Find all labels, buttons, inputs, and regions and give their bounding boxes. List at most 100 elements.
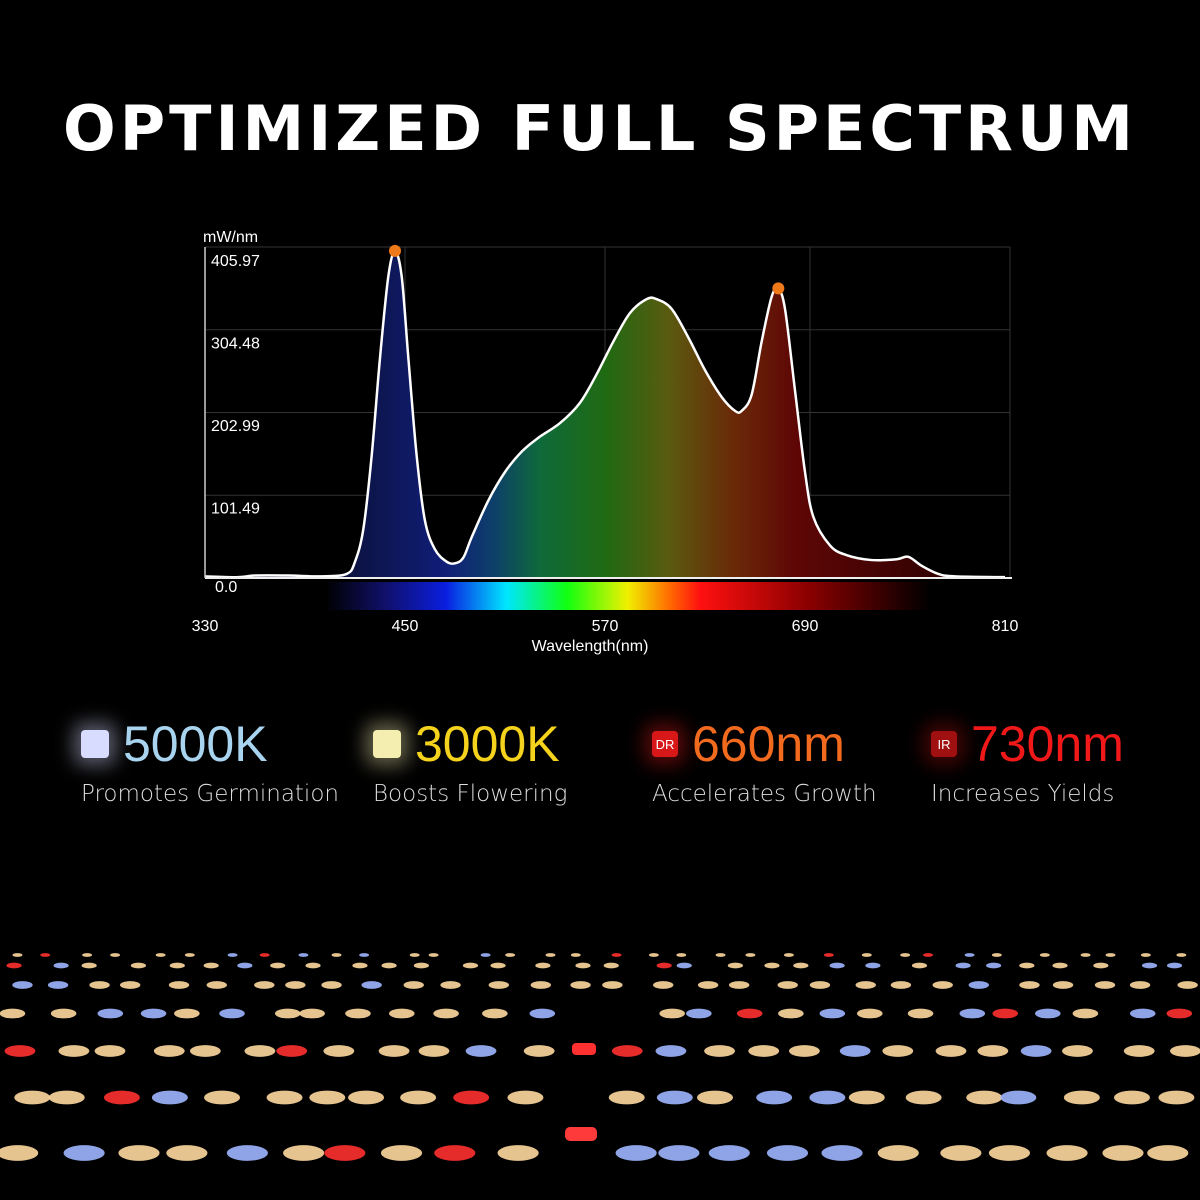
led-light [1046,1145,1088,1161]
led-light [219,1008,245,1019]
led-light [345,1008,371,1019]
grow-light-leds-background [0,953,1200,1161]
led-light [118,1145,160,1161]
led-light [745,953,756,957]
led-light [529,1008,556,1019]
led-light [0,1145,39,1161]
led-light [140,1008,167,1019]
led-light [955,962,971,969]
led-light [359,953,370,957]
led-light [535,962,551,969]
led-light [119,981,141,989]
led-light [276,1045,308,1057]
led-light [968,981,990,989]
led-light [465,1045,497,1057]
led-light [47,981,69,989]
led-light [1129,981,1151,989]
led-light [168,981,190,989]
feature-label: Accelerates Growth [652,781,877,807]
led-light [777,981,798,989]
led-light [305,962,321,969]
led-light [94,1045,126,1057]
led-light [1105,953,1116,957]
feature-value: 5000K [123,716,268,772]
spectrum-color-bar [325,582,930,610]
feature-label: Increases Yields [931,781,1115,807]
led-light [676,962,692,969]
feature-730nm: IR 730nm Increases Yields [931,715,1200,807]
x-tick-label: 810 [992,618,1019,635]
led-light [309,1090,346,1105]
led-light [4,1045,36,1057]
led-light [648,953,659,957]
led-light [226,1145,268,1161]
led-light [935,1045,967,1057]
led-light [923,953,934,957]
led-chip-icon: DR [652,731,678,757]
led-light [966,1090,1003,1105]
led-light [1166,1008,1193,1019]
led-light [1052,962,1068,969]
feature-label: Promotes Germination [81,781,339,807]
y-tick-label: 405.97 [211,253,260,270]
led-light [611,1045,643,1057]
y-tick-label: 0.0 [215,579,237,596]
led-light [381,962,397,969]
led-light [380,1145,423,1161]
feature-value: 730nm [971,716,1124,772]
led-light [97,1008,124,1019]
led-light [155,953,166,957]
led-light [829,962,845,969]
led-chip-icon [81,730,109,758]
led-light [1158,1090,1195,1105]
led-light [204,1090,241,1105]
led-light [299,1008,325,1019]
led-light [964,953,975,957]
x-tick-label: 570 [592,618,619,635]
led-light [736,1008,763,1019]
y-tick-label: 304.48 [211,336,260,353]
led-light [348,1090,385,1105]
y-axis-label: mW/nm [203,229,258,246]
led-light [1140,953,1151,957]
peak-marker [772,282,785,295]
led-light [861,953,872,957]
led-light [440,981,461,989]
led-light [1063,1090,1100,1105]
led-light [611,953,622,957]
led-light [130,962,147,969]
led-light [507,1090,544,1105]
led-light [50,1008,77,1019]
led-light [1094,981,1116,989]
led-light [1035,1008,1061,1019]
led-light [839,1045,871,1057]
led-light [254,981,275,989]
led-light [1147,1145,1189,1161]
x-axis-label: Wavelength(nm) [532,638,649,655]
led-light [659,1008,685,1019]
spectrum-area [205,251,1005,578]
led-light [151,1090,188,1105]
led-chip-icon: IR [931,731,957,757]
led-light [1113,1090,1150,1105]
led-light [615,1145,657,1161]
led-light [321,981,342,989]
led-light [418,1045,450,1057]
feature-value: 660nm [692,716,845,772]
led-light [991,953,1002,957]
led-light [821,1145,863,1161]
led-light [1062,1045,1093,1057]
led-light [856,1008,883,1019]
led-light [992,1008,1019,1019]
led-light [658,1145,700,1161]
feature-label: Boosts Flowering [373,781,568,807]
led-light [153,1045,185,1057]
led-light [697,1090,734,1105]
led-light [331,953,342,957]
led-chip-icon [373,730,401,758]
led-light [715,953,726,957]
led-light [603,962,619,969]
led-light [169,962,185,969]
led-light [905,1090,942,1105]
led-light [766,1145,809,1161]
